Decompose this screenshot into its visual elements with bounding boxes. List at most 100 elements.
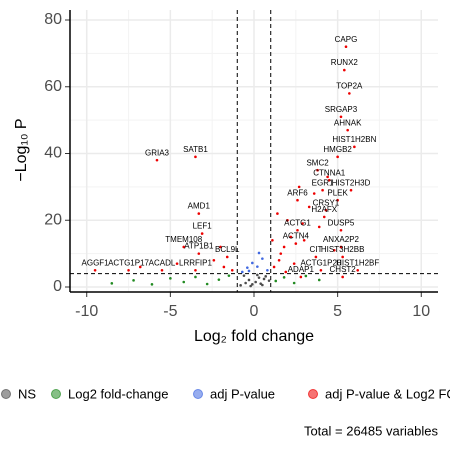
point bbox=[327, 178, 331, 182]
point-label: HIST2H3D bbox=[332, 178, 371, 187]
point-label: BCL9L bbox=[215, 245, 240, 254]
point bbox=[247, 269, 251, 273]
point-label: ACTG1 bbox=[284, 218, 311, 227]
point-label: DUSP5 bbox=[328, 218, 355, 227]
point bbox=[326, 175, 329, 179]
point-label: ACTG1P20 bbox=[300, 258, 341, 267]
point-label: HMGB2 bbox=[323, 145, 352, 154]
point bbox=[219, 245, 222, 249]
point bbox=[339, 245, 343, 249]
point bbox=[257, 276, 261, 279]
point bbox=[175, 262, 179, 265]
point bbox=[197, 212, 201, 215]
point-label: LEF1 bbox=[193, 222, 213, 231]
point bbox=[294, 242, 298, 245]
point bbox=[225, 255, 229, 259]
point bbox=[282, 245, 286, 249]
point-label: ATP1B1 bbox=[184, 242, 214, 251]
point bbox=[169, 277, 172, 280]
point bbox=[344, 45, 348, 49]
point bbox=[292, 262, 296, 265]
point-label: AHNAK bbox=[334, 118, 362, 127]
legend-label: Log2 fold-change bbox=[68, 386, 168, 401]
point bbox=[316, 168, 319, 172]
point-label: LRRFIP1 bbox=[179, 258, 212, 267]
y-tick-label: 0 bbox=[53, 278, 62, 295]
point bbox=[138, 265, 142, 269]
point bbox=[227, 274, 231, 277]
caption: Total = 26485 variables bbox=[304, 423, 439, 438]
point bbox=[312, 192, 316, 195]
point bbox=[261, 257, 264, 260]
point bbox=[212, 258, 216, 262]
point bbox=[277, 258, 281, 262]
point bbox=[257, 251, 261, 255]
point bbox=[346, 128, 349, 132]
point bbox=[200, 232, 204, 235]
point bbox=[314, 255, 318, 259]
point-label: GRIA3 bbox=[145, 148, 170, 157]
point bbox=[279, 252, 283, 255]
point-label: ACTN4 bbox=[283, 232, 310, 241]
point-label: HIST1H2BF bbox=[336, 258, 379, 267]
point bbox=[341, 275, 344, 279]
point bbox=[339, 228, 343, 232]
point-label: CRSY1 bbox=[313, 198, 340, 207]
point-label: HIST3H2BB bbox=[321, 245, 365, 254]
point bbox=[322, 215, 326, 219]
point-label: RUNX2 bbox=[331, 58, 359, 67]
point bbox=[251, 283, 254, 286]
point bbox=[296, 198, 299, 202]
point-label: TMEM108 bbox=[165, 235, 202, 244]
point bbox=[302, 238, 306, 242]
point bbox=[319, 269, 323, 272]
point bbox=[256, 273, 259, 277]
point bbox=[239, 284, 242, 287]
point bbox=[299, 275, 303, 279]
x-tick-label: -5 bbox=[163, 303, 177, 320]
y-tick-label: 40 bbox=[44, 145, 62, 162]
point bbox=[332, 248, 336, 252]
point bbox=[289, 235, 293, 239]
point-label: AMD1 bbox=[188, 202, 211, 211]
point-label: EGR1 bbox=[312, 178, 334, 187]
x-axis-label: Log₂ fold change bbox=[194, 328, 314, 345]
point-label: CAPG bbox=[335, 35, 358, 44]
point-label: PLEK bbox=[327, 188, 348, 197]
x-tick-label: 10 bbox=[412, 303, 430, 320]
point bbox=[182, 280, 186, 284]
point bbox=[336, 198, 339, 202]
legend-swatch bbox=[308, 389, 318, 399]
point bbox=[182, 245, 186, 249]
point bbox=[262, 277, 266, 281]
point bbox=[254, 280, 257, 284]
point bbox=[247, 278, 251, 282]
point-label: SMC2 bbox=[306, 158, 329, 167]
legend-label: NS bbox=[18, 386, 36, 401]
point bbox=[264, 275, 268, 278]
point-label: TOP2A bbox=[336, 82, 363, 91]
point bbox=[343, 68, 346, 72]
point bbox=[155, 158, 159, 162]
point bbox=[349, 188, 353, 192]
point bbox=[259, 282, 262, 285]
y-axis-label: −Log₁₀ P bbox=[13, 118, 30, 181]
point-label: H2AFX bbox=[311, 205, 337, 214]
point bbox=[321, 188, 324, 192]
point bbox=[267, 279, 271, 282]
x-tick-label: 5 bbox=[333, 303, 342, 320]
point bbox=[282, 276, 286, 279]
point bbox=[317, 225, 321, 229]
point bbox=[194, 155, 197, 159]
point-label: CHST2 bbox=[330, 265, 357, 274]
point-label: ANXA2P2 bbox=[323, 235, 360, 244]
point bbox=[230, 269, 234, 272]
point-label: CTNNA1 bbox=[313, 168, 346, 177]
point bbox=[286, 218, 289, 222]
point bbox=[242, 274, 246, 277]
point bbox=[197, 252, 201, 255]
point bbox=[356, 269, 360, 272]
x-tick-label: -10 bbox=[75, 303, 98, 320]
point bbox=[127, 269, 130, 272]
